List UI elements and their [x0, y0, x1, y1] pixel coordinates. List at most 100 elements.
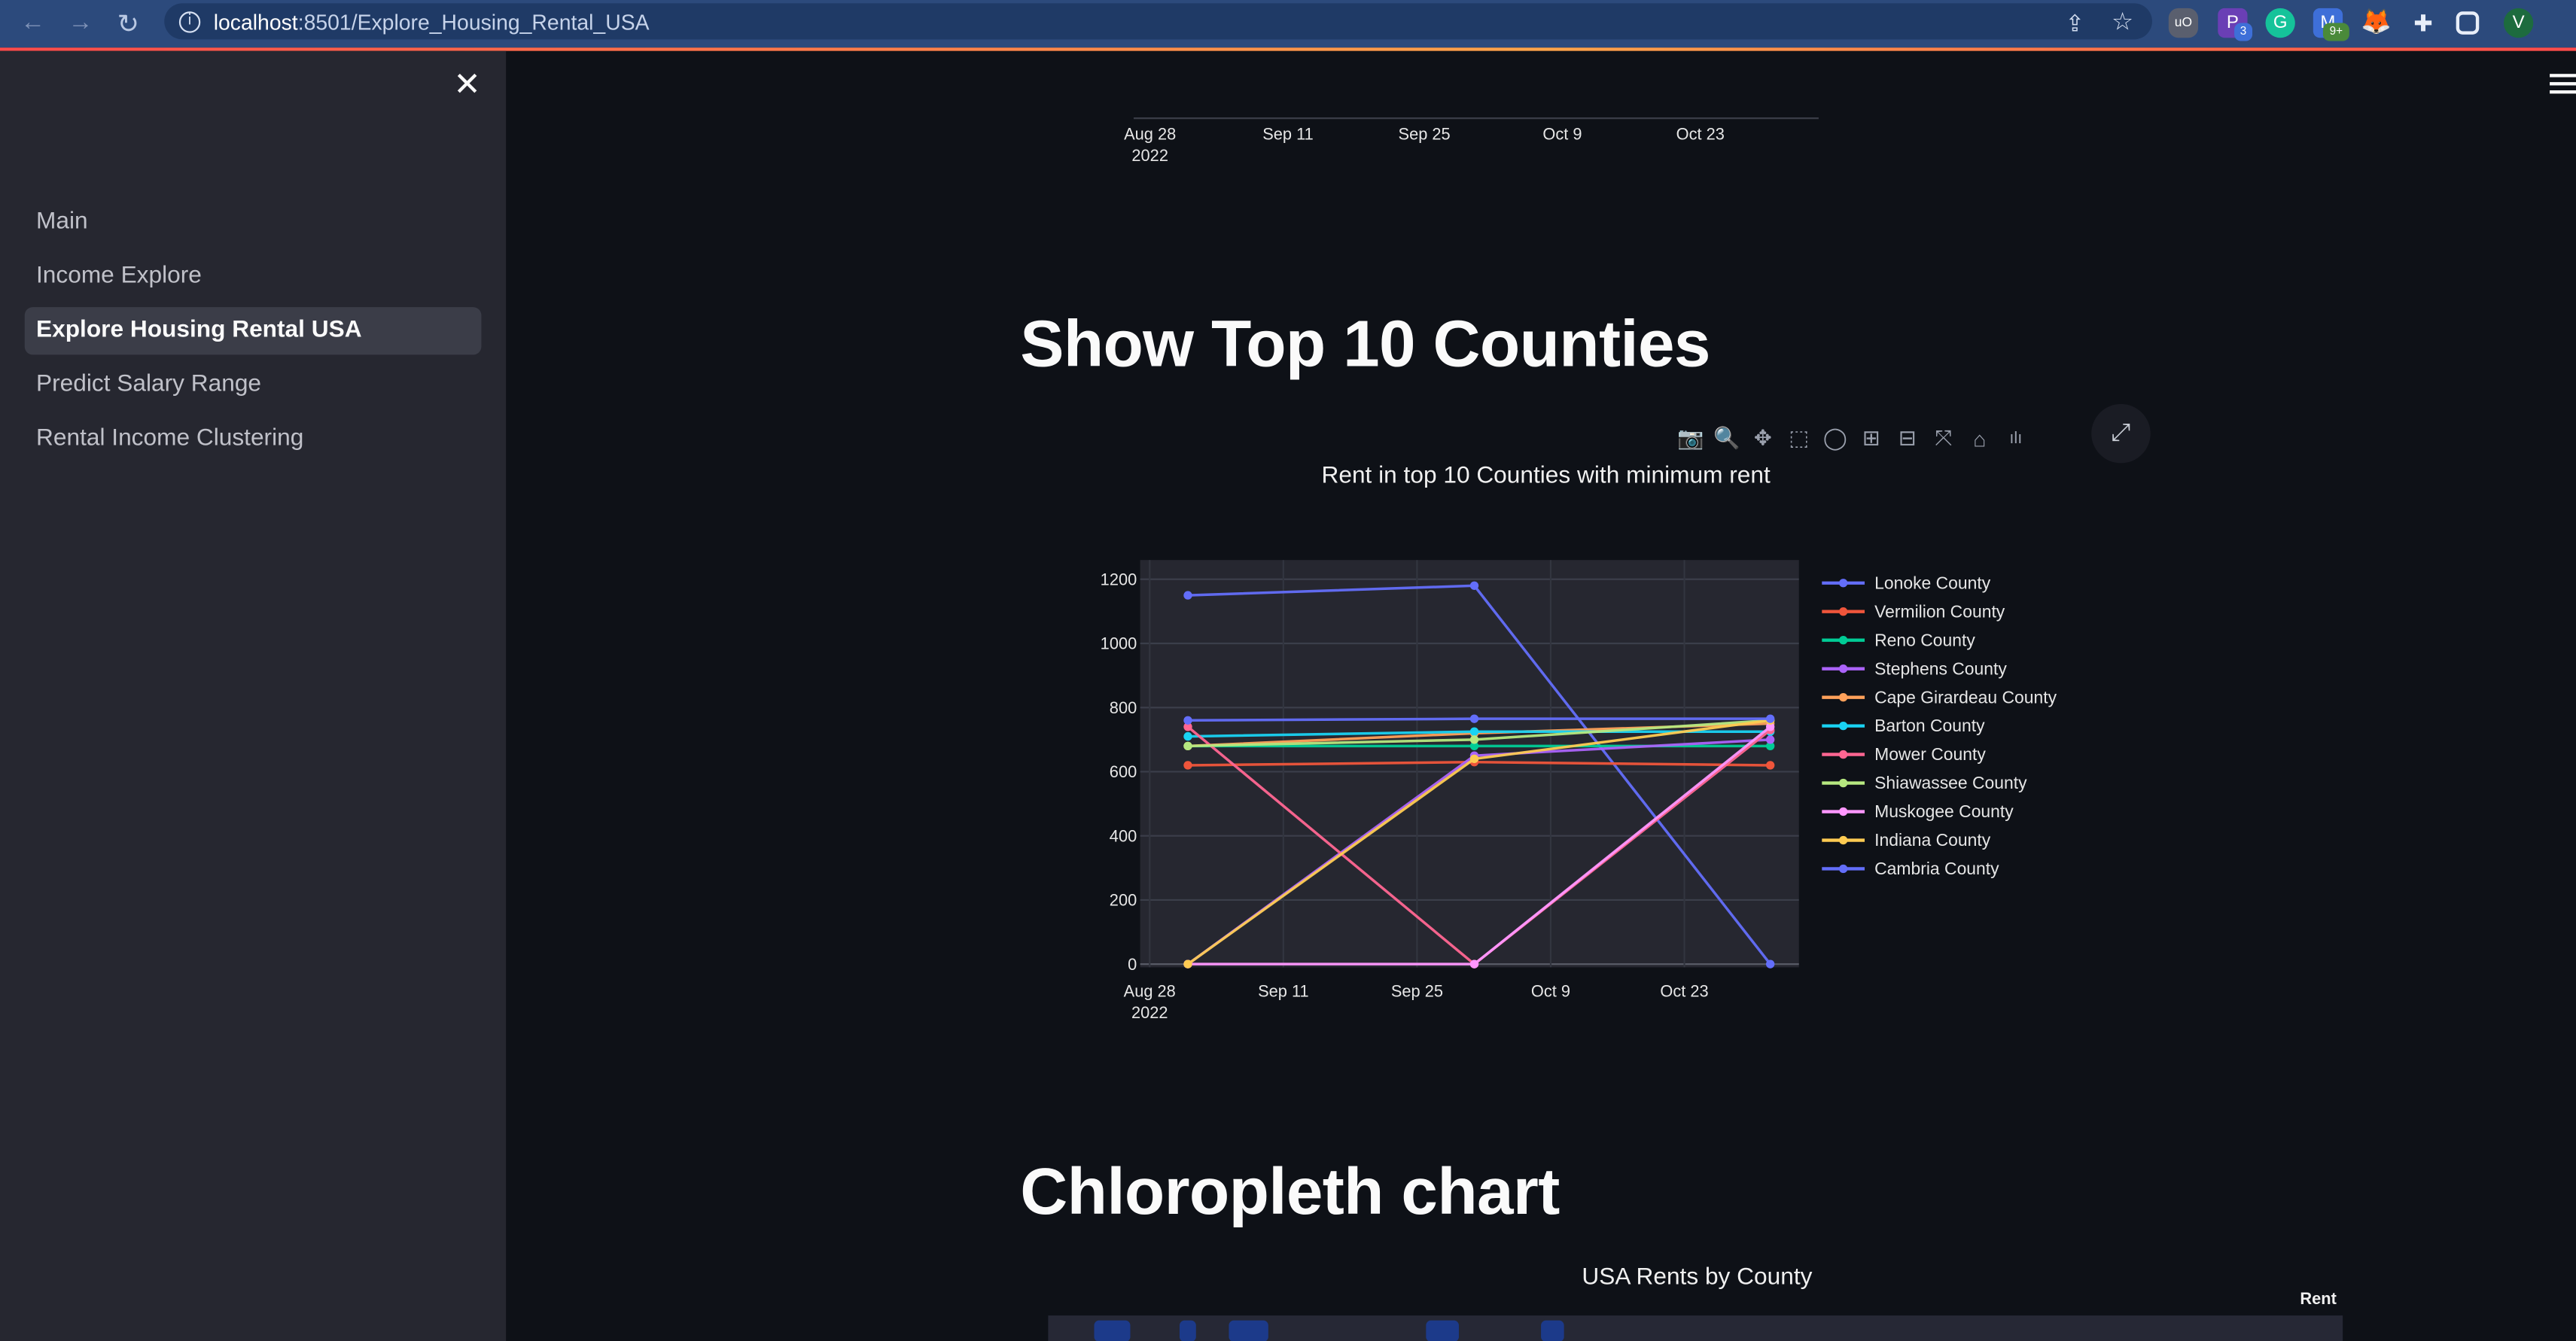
close-icon[interactable]: ✕: [453, 67, 481, 104]
sidebar-item-predict-salary-range[interactable]: Predict Salary Range: [36, 371, 262, 398]
legend-marker: [1838, 835, 1848, 845]
legend-marker: [1838, 636, 1848, 645]
map-county-shape: [1426, 1320, 1459, 1341]
zoom-out-icon[interactable]: ⊟: [1898, 425, 1917, 450]
x-tick-label: Oct 9: [1531, 982, 1570, 1001]
x-tick-label: Oct 23: [1660, 982, 1708, 1001]
legend-marker: [1838, 807, 1848, 816]
data-point: [1183, 741, 1192, 751]
map-county-shape: [1229, 1320, 1268, 1341]
legend-item-label: Cambria County: [1874, 859, 1999, 878]
top-axis-tick-label: Oct 9: [1542, 126, 1582, 145]
x-tick-label: Sep 25: [1391, 982, 1443, 1001]
data-point: [1183, 731, 1192, 741]
y-tick-label: 800: [1110, 698, 1137, 717]
line-chart: 0 200 400 600 800 1000 1200 Aug 28 2022 Sep 11 Sep…: [1101, 560, 2057, 1022]
y-tick-label: 600: [1110, 762, 1137, 781]
map-county-shape: [1179, 1320, 1196, 1341]
forward-arrow-icon[interactable]: →: [68, 8, 93, 37]
previous-chart-axis: [1133, 117, 1819, 120]
data-point: [1469, 714, 1479, 723]
top-axis-tick-label: Sep 11: [1262, 126, 1314, 145]
sidebar-toggle-icon[interactable]: [2456, 11, 2480, 35]
reload-icon[interactable]: ↻: [117, 11, 139, 40]
fox-extension-icon[interactable]: 🦊: [2361, 8, 2392, 37]
x-tick-year: 2022: [1131, 1003, 1168, 1022]
legend-item-label: Barton County: [1874, 716, 1985, 735]
reset-axes-icon[interactable]: ⌂: [1973, 426, 1987, 452]
chart-title: Rent in top 10 Counties with minimum ren…: [1321, 463, 1771, 490]
section-heading-chloropleth: Chloropleth chart: [1020, 1156, 1560, 1229]
zoom-in-icon[interactable]: ⊞: [1862, 425, 1880, 450]
top-axis-tick: Sep 25: [1375, 125, 1474, 146]
url-host: localhost: [213, 9, 298, 34]
data-point: [1183, 716, 1192, 725]
map-colorbar-title: Rent: [2300, 1291, 2337, 1309]
menu-icon[interactable]: [2550, 74, 2576, 97]
legend-item-label: Muskogee County: [1874, 801, 2014, 821]
data-point: [1766, 959, 1775, 968]
grammarly-icon[interactable]: G: [2265, 8, 2295, 38]
top-axis-tick: Sep 11: [1239, 125, 1338, 146]
map-title: USA Rents by County: [1582, 1264, 1813, 1291]
legend-item-label: Stephens County: [1874, 658, 2007, 678]
page-accent-line: [0, 47, 2576, 51]
choropleth-map[interactable]: [1048, 1315, 2343, 1341]
puzzle-extensions-icon[interactable]: ✚: [2413, 10, 2433, 37]
url-path: :8501/Explore_Housing_Rental_USA: [297, 9, 650, 34]
camera-icon[interactable]: 📷: [1677, 425, 1704, 450]
pan-icon[interactable]: ✥: [1753, 425, 1772, 450]
share-icon[interactable]: ⇪: [2065, 10, 2085, 37]
data-point: [1469, 959, 1479, 968]
top-axis-tick: Oct 23: [1651, 125, 1749, 146]
data-point: [1183, 722, 1192, 731]
data-point: [1766, 735, 1775, 744]
autoscale-icon[interactable]: ⤧: [1935, 425, 1953, 450]
data-point: [1469, 741, 1479, 751]
legend-marker: [1838, 579, 1848, 588]
extension-count-badge: 9+: [2322, 23, 2349, 41]
x-tick-label: Sep 11: [1258, 982, 1309, 1001]
sidebar-item-main[interactable]: Main: [36, 208, 88, 236]
plotly-logo-icon[interactable]: ılı: [2009, 429, 2023, 448]
sidebar-item-rental-income-clustering[interactable]: Rental Income Clustering: [36, 425, 304, 452]
legend-marker: [1838, 721, 1848, 731]
fullscreen-icon[interactable]: ⤢: [2091, 403, 2151, 464]
data-point: [1183, 591, 1192, 600]
ublock-icon[interactable]: uO: [2168, 8, 2199, 38]
chart-modebar: 📷 🔍 ✥ ⬚ ◯ ⊞ ⊟ ⤧ ⌂ ılı: [1673, 424, 2034, 453]
back-arrow-icon[interactable]: ←: [20, 8, 46, 37]
sidebar-item-income-explore[interactable]: Income Explore: [36, 263, 202, 290]
y-tick-label: 1000: [1101, 634, 1137, 653]
legend-marker: [1838, 750, 1848, 759]
data-point: [1183, 959, 1192, 968]
data-point: [1469, 727, 1479, 736]
legend-item-label: Lonoke County: [1874, 573, 1991, 592]
url-text: localhost:8501/Explore_Housing_Rental_US…: [214, 9, 650, 34]
data-point: [1766, 741, 1775, 751]
legend-item-label: Reno County: [1874, 630, 1975, 649]
sidebar-item-explore-housing-rental-usa[interactable]: Explore Housing Rental USA: [24, 307, 482, 355]
data-point: [1469, 754, 1479, 764]
legend-item-label: Indiana County: [1874, 830, 1991, 850]
legend-item-label: Vermilion County: [1874, 601, 2005, 621]
section-heading-top-counties: Show Top 10 Counties: [1020, 309, 1710, 382]
data-point: [1766, 761, 1775, 770]
box-select-icon[interactable]: ⬚: [1789, 425, 1810, 450]
site-info-icon[interactable]: i: [178, 11, 201, 32]
address-bar[interactable]: i localhost:8501/Explore_Housing_Rental_…: [164, 3, 2152, 40]
top-axis-tick-year: 2022: [1131, 147, 1168, 166]
profile-avatar[interactable]: V: [2503, 8, 2534, 38]
y-tick-label: 400: [1110, 826, 1137, 845]
browser-toolbar: ← → ↻ i localhost:8501/Explore_Housing_R…: [0, 0, 2576, 48]
data-point: [1766, 722, 1775, 731]
zoom-icon[interactable]: 🔍: [1713, 425, 1740, 450]
legend-marker: [1838, 778, 1848, 788]
bookmark-star-icon[interactable]: ☆: [2111, 8, 2134, 37]
x-tick-label: Aug 28: [1124, 982, 1176, 1001]
top-axis-tick: Aug 28 2022: [1101, 125, 1199, 168]
lasso-select-icon[interactable]: ◯: [1822, 425, 1847, 450]
map-county-shape: [1094, 1320, 1131, 1341]
